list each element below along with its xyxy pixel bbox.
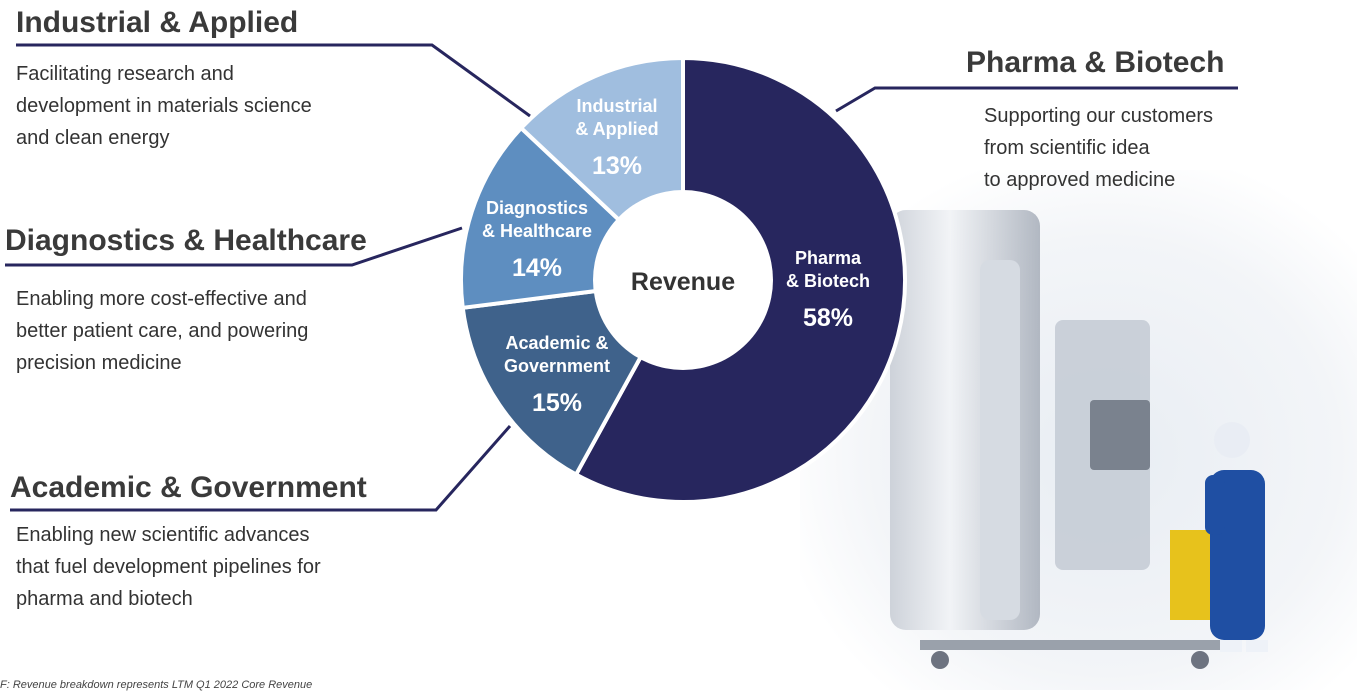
slice-value: 58% [803, 304, 853, 332]
lab-equipment-photo [800, 170, 1357, 690]
slice-label-line: Pharma [795, 248, 862, 268]
slice-label-line: Diagnostics [486, 198, 588, 218]
pharma-title: Pharma & Biotech [966, 46, 1225, 79]
slice-label-line: Government [504, 356, 610, 376]
industrial-title: Industrial & Applied [16, 6, 299, 39]
slice-label-line: & Biotech [786, 271, 870, 291]
donut-hole [593, 190, 773, 370]
diagnostics-title: Diagnostics & Healthcare [5, 224, 367, 257]
connector-diagnostics [5, 226, 463, 267]
slice-label-line: & Healthcare [482, 221, 592, 241]
connector-industrial [16, 43, 531, 118]
slice-label-1: Pharma & Biotech 58% [786, 248, 870, 332]
slice-label-3: Diagnostics & Healthcare 14% [482, 198, 592, 282]
slice-label-2: Academic & Government 15% [504, 333, 610, 417]
center-label: Revenue [631, 268, 735, 296]
slice-label-4: Industrial & Applied 13% [575, 96, 658, 180]
connector-lines [5, 43, 1238, 512]
slice-value: 14% [512, 254, 562, 282]
diagnostics-description: Enabling more cost-effective and better … [16, 288, 309, 374]
slice-label-line: & Applied [575, 119, 658, 139]
connector-academic [10, 425, 512, 512]
slice-label-line: Academic & [505, 333, 608, 353]
slice-labels: Pharma & Biotech 58% Academic & Government 15… [482, 96, 870, 417]
industrial-description: Facilitating research and development in… [16, 63, 312, 149]
footnote: F: Revenue breakdown represents LTM Q1 2… [0, 679, 313, 691]
slice-value: 15% [532, 389, 582, 417]
slice-value: 13% [592, 152, 642, 180]
pharma-description: Supporting our customers from scientific… [984, 105, 1214, 191]
academic-description: Enabling new scientific advances that fu… [16, 524, 321, 610]
connector-pharma [835, 86, 1238, 113]
academic-title: Academic & Government [10, 471, 367, 504]
slice-label-line: Industrial [576, 96, 657, 116]
